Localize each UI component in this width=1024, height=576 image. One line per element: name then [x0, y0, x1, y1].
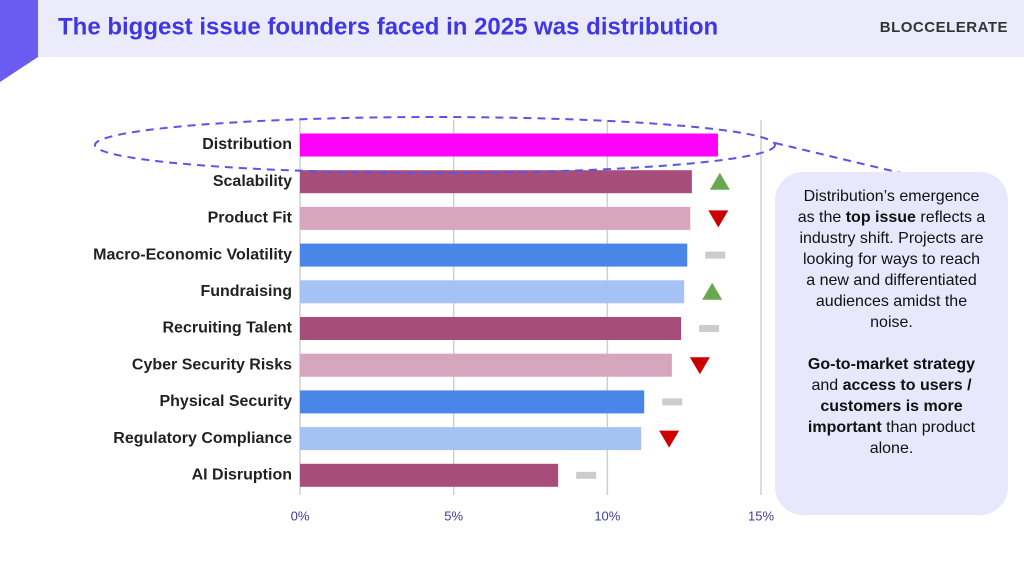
bar [300, 463, 559, 487]
trend-up [709, 172, 730, 190]
category-label: Fundraising [200, 283, 292, 300]
title: The biggest issue founders faced in 2025… [58, 13, 718, 40]
header-band [0, 0, 1024, 57]
x-tick-label: 5% [444, 508, 463, 523]
bar [300, 133, 718, 157]
category-label: Macro-Economic Volatility [93, 246, 292, 263]
trend-flat [705, 251, 726, 259]
bar [300, 353, 672, 377]
text: Distribution’s emergence as the [797, 188, 980, 226]
trend-down [689, 357, 710, 375]
category-label: Scalability [213, 173, 292, 190]
callout-paragraph: Distribution’s emergence as the top issu… [797, 186, 986, 333]
bar [300, 243, 688, 267]
x-tick-label: 15% [748, 508, 774, 523]
category-label: Product Fit [208, 210, 293, 227]
corner-accent [0, 0, 38, 82]
bar [300, 427, 642, 451]
category-label: Distribution [202, 136, 292, 153]
bar [300, 280, 685, 304]
emphasis: top issue [845, 209, 916, 226]
x-tick-label: 0% [291, 508, 310, 523]
trend-down [659, 430, 680, 448]
category-label: Cyber Security Risks [132, 356, 292, 373]
trend-flat [699, 325, 720, 332]
trend-flat [576, 471, 597, 479]
bar [300, 317, 682, 340]
trend-up [702, 282, 723, 300]
x-tick-label: 10% [594, 508, 620, 523]
callout-paragraph: Go-to-market strategy and access to user… [797, 354, 986, 459]
text: reflects a industry shift. Projects are … [799, 209, 986, 331]
category-label: Recruiting Talent [163, 320, 293, 337]
bar [300, 170, 692, 194]
bar [300, 390, 645, 414]
emphasis: Go-to-market strategy [807, 356, 976, 373]
logo: BLOCCELERATE [880, 19, 1008, 36]
callout: Distribution’s emergence as the top issu… [775, 172, 1008, 515]
text: than product alone. [869, 419, 976, 457]
category-label: Physical Security [159, 393, 292, 410]
text: and [811, 377, 843, 394]
bar [300, 206, 691, 230]
highlight-ellipse [94, 116, 776, 174]
category-label: AI Disruption [192, 467, 292, 484]
trend-down [708, 210, 729, 228]
category-label: Regulatory Compliance [113, 430, 292, 447]
emphasis: access to users / customers is more impo… [807, 377, 972, 436]
trend-flat [662, 398, 683, 406]
connector [774, 142, 906, 175]
